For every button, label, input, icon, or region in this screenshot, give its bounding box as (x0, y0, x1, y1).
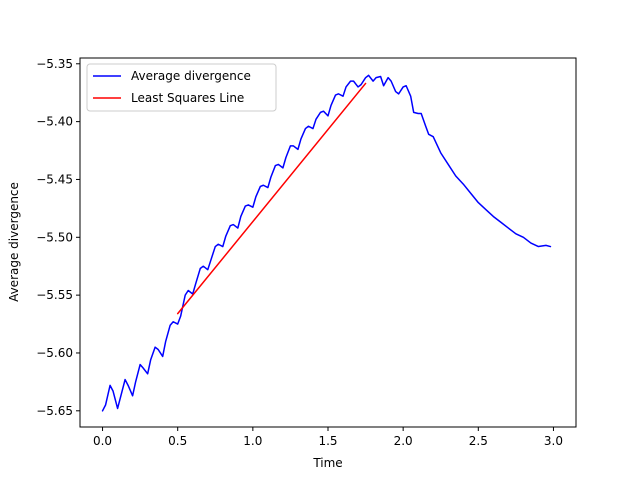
x-tick-label: 0.0 (93, 434, 112, 448)
series-layer (101, 74, 552, 412)
y-axis: −5.65 −5.60 −5.55 −5.50 −5.45 −5.40 −5.35 (36, 57, 80, 418)
x-axis-title: Time (312, 456, 342, 470)
y-tick-label: −5.60 (36, 346, 73, 360)
x-tick-label: 0.5 (168, 434, 187, 448)
series-line-1 (176, 82, 367, 315)
series-line-0 (101, 74, 552, 412)
y-tick-label: −5.55 (36, 288, 73, 302)
y-tick-label: −5.35 (36, 57, 73, 71)
legend-label-least-squares-line: Least Squares Line (131, 91, 244, 105)
legend: Average divergence Least Squares Line (86, 63, 277, 112)
y-tick-label: −5.40 (36, 115, 73, 129)
y-axis-title: Average divergence (7, 182, 21, 302)
x-tick-label: 2.0 (394, 434, 413, 448)
x-tick-label: 2.5 (469, 434, 488, 448)
x-axis: 0.0 0.5 1.0 1.5 2.0 2.5 3.0 (93, 427, 563, 448)
y-tick-label: −5.45 (36, 172, 73, 186)
plot-area (80, 58, 576, 427)
legend-box (86, 63, 277, 112)
y-tick-label: −5.65 (36, 404, 73, 418)
legend-label-average-divergence: Average divergence (131, 69, 251, 83)
x-tick-label: 1.5 (318, 434, 337, 448)
y-tick-label: −5.50 (36, 230, 73, 244)
x-tick-label: 3.0 (544, 434, 563, 448)
x-tick-label: 1.0 (243, 434, 262, 448)
